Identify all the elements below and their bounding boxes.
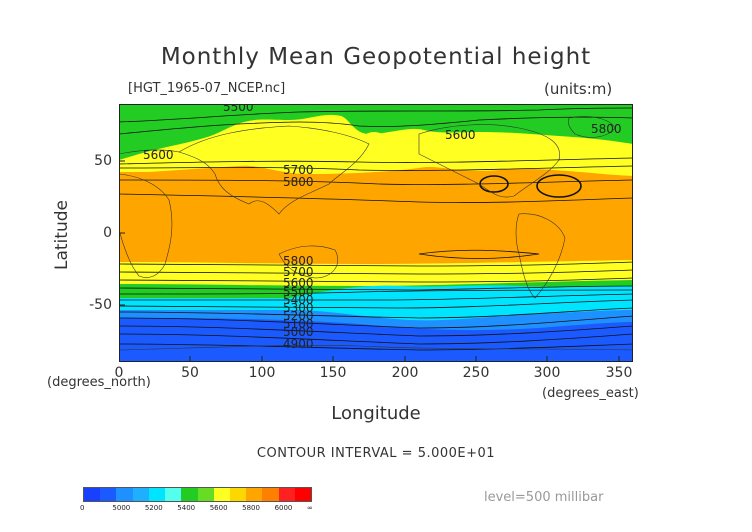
fill-yellow-blob: [249, 140, 269, 156]
contour-label: 5000: [283, 325, 314, 339]
contour-line: [119, 285, 633, 291]
colorbar-label: 5600: [209, 504, 228, 512]
contour-line: [418, 249, 540, 259]
contour-line: [119, 343, 633, 351]
contour-lines: [119, 107, 633, 351]
contour-line: [119, 269, 633, 275]
colorbar-segment: [165, 488, 182, 501]
coast-asia: [178, 125, 370, 215]
colorbar-segment: [132, 488, 149, 501]
contour-line: [119, 179, 633, 185]
contour-label: 5300: [283, 301, 314, 315]
contour-line: [119, 193, 633, 203]
colorbar-label: 5400: [177, 504, 196, 512]
colorbar-segment: [100, 488, 117, 501]
colorbar-segment: [229, 488, 247, 501]
contour-label: 5700: [283, 265, 314, 279]
fill-green-north: [119, 104, 633, 160]
contour-label: 5500: [223, 104, 254, 114]
contour-label: 5800: [283, 254, 314, 268]
x-tick-label: 300: [533, 365, 561, 381]
contour-line: [119, 333, 633, 345]
contour-line: [119, 307, 633, 319]
colorbar-label: 5800: [242, 504, 260, 512]
coast-africa: [119, 173, 173, 278]
contour-label: 5600: [283, 276, 314, 290]
contour-line: [119, 107, 633, 123]
file-label: [HGT_1965-07_NCEP.nc]: [128, 81, 286, 96]
y-axis-label: Latitude: [52, 200, 72, 270]
coast-north-america: [418, 124, 560, 198]
colorbar-label: 6000: [274, 504, 293, 512]
contour-label: 5700: [283, 163, 314, 177]
colorbar-segment: [278, 488, 295, 501]
y-tick-label: -50: [89, 297, 112, 313]
colorbar-label: 0: [80, 504, 85, 512]
contour-label: 5100: [283, 317, 314, 331]
x-tick-label: 150: [319, 365, 347, 381]
y-tick-label: 50: [94, 153, 112, 169]
coast-greenland: [567, 116, 616, 138]
contour-line: [119, 277, 633, 283]
contour-high-west: [479, 175, 509, 193]
plot-title: Monthly Mean Geopotential height: [160, 44, 592, 70]
colorbar-segment: [262, 488, 279, 501]
contour-line: [119, 165, 633, 171]
level-label: level=500 millibar: [484, 490, 604, 505]
x-tick-label: 0: [114, 365, 124, 381]
colorbar-label: 5000: [112, 504, 131, 512]
filled-contours: [119, 104, 633, 362]
contour-line: [119, 315, 633, 329]
x-units-label: (degrees_east): [542, 386, 639, 401]
colorbar-segment: [116, 488, 133, 501]
contour-label: 5800: [591, 122, 622, 136]
colorbar-segment: [148, 488, 166, 501]
colorbar-label: 5200: [144, 504, 163, 512]
colorbar: [83, 487, 312, 502]
colorbar-segment: [181, 488, 198, 501]
coast-south-america: [515, 213, 566, 299]
contour-interval-label: CONTOUR INTERVAL = 5.000E+01: [256, 446, 496, 461]
coast-australia: [278, 245, 339, 279]
coastlines: [119, 116, 633, 351]
colorbar-segment: [294, 488, 312, 501]
x-tick-label: 350: [605, 365, 633, 381]
fill-yellow-blob-2: [362, 132, 386, 148]
contour-line: [119, 289, 633, 295]
contour-line: [119, 325, 633, 337]
contour-label: 5800: [283, 175, 314, 189]
map-plot: 5500 5600 5600 5800 5700 5800 5800 5700 …: [119, 104, 633, 362]
contour-line: [119, 157, 633, 165]
x-axis-label: Longitude: [331, 403, 421, 424]
y-units-label: (degrees_north): [47, 375, 151, 390]
contour-line: [119, 293, 633, 301]
contour-high-east: [536, 174, 582, 198]
colorbar-segment: [84, 488, 101, 501]
coast-antarctica: [119, 345, 633, 351]
contour-label: 5600: [445, 128, 476, 142]
colorbar-segment: [246, 488, 263, 501]
contour-label: 5500: [283, 285, 314, 299]
y-tick-label: 0: [103, 225, 112, 241]
x-tick-label: 100: [248, 365, 276, 381]
units-label: (units:m): [544, 80, 613, 98]
colorbar-label: ∞: [307, 504, 313, 512]
colorbar-segment: [197, 488, 214, 501]
contour-labels: 5500 5600 5600 5800 5700 5800 5800 5700 …: [143, 104, 622, 351]
contour-label: 4900: [283, 337, 314, 351]
contour-line: [119, 261, 633, 267]
x-tick-label: 250: [462, 365, 490, 381]
contour-line: [119, 299, 633, 309]
colorbar-segment: [213, 488, 230, 501]
contour-label: 5600: [143, 148, 174, 162]
contour-label: 5400: [283, 293, 314, 307]
plot-frame: [119, 104, 633, 362]
contour-line: [119, 116, 633, 135]
x-tick-label: 50: [181, 365, 199, 381]
x-tick-label: 200: [391, 365, 419, 381]
contour-label: 5200: [283, 309, 314, 323]
